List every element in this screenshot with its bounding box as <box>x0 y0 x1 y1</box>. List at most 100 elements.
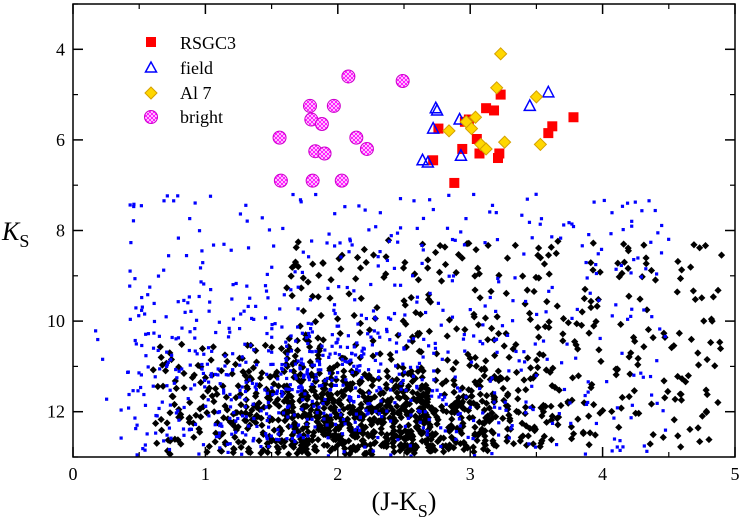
background-blue-point <box>410 274 415 278</box>
background-diamond-point <box>620 240 628 248</box>
background-blue-point <box>511 299 515 303</box>
background-blue-point <box>571 224 576 229</box>
background-blue-point <box>270 322 274 327</box>
background-diamond-point <box>265 402 273 410</box>
background-diamond-point <box>266 395 274 404</box>
background-diamond-point <box>395 410 403 418</box>
background-diamond-point <box>593 302 601 310</box>
background-diamond-point <box>384 373 392 381</box>
background-diamond-point <box>330 435 338 444</box>
background-diamond-point <box>294 412 302 420</box>
background-blue-point <box>574 356 578 360</box>
background-blue-point <box>254 387 258 392</box>
background-diamond-point <box>287 392 295 401</box>
background-blue-point <box>586 380 590 384</box>
background-diamond-point <box>334 441 342 449</box>
background-diamond-point <box>476 382 484 391</box>
background-diamond-point <box>217 367 225 375</box>
background-blue-point <box>176 409 180 413</box>
background-blue-point <box>260 216 264 220</box>
background-diamond-point <box>153 439 161 447</box>
background-diamond-point <box>612 371 620 379</box>
background-blue-point <box>533 445 538 449</box>
background-diamond-point <box>480 372 488 380</box>
background-blue-point <box>174 337 178 341</box>
background-blue-point <box>182 405 186 410</box>
background-blue-point <box>379 399 383 403</box>
background-blue-point <box>345 345 350 349</box>
background-blue-point <box>273 322 277 326</box>
background-blue-point <box>299 357 304 361</box>
background-diamond-point <box>177 440 185 448</box>
background-blue-point <box>211 243 216 247</box>
background-blue-point <box>395 231 400 235</box>
background-diamond-point <box>458 429 466 438</box>
background-blue-point <box>438 393 443 397</box>
background-blue-point <box>315 359 319 363</box>
background-diamond-point <box>336 329 344 338</box>
background-blue-point <box>639 275 643 279</box>
background-diamond-point <box>500 396 508 405</box>
background-diamond-point <box>625 353 633 361</box>
background-diamond-point <box>419 428 427 436</box>
background-blue-point <box>605 380 609 384</box>
background-blue-point <box>176 236 181 240</box>
background-blue-point <box>415 226 419 231</box>
background-diamond-point <box>535 333 543 341</box>
background-diamond-point <box>442 442 450 450</box>
x-tick-label: 3 <box>466 464 475 484</box>
background-blue-point <box>259 409 263 413</box>
background-blue-point <box>334 341 338 345</box>
background-blue-point <box>195 352 199 356</box>
background-diamond-point <box>318 427 326 435</box>
background-diamond-point <box>540 432 548 440</box>
background-blue-point <box>167 254 171 258</box>
background-blue-point <box>296 359 300 363</box>
background-blue-point <box>135 423 139 427</box>
background-diamond-point <box>226 418 235 426</box>
background-diamond-point <box>292 243 300 252</box>
background-blue-point <box>562 223 566 227</box>
background-blue-point <box>495 238 500 242</box>
background-diamond-point <box>646 440 654 448</box>
background-blue-point <box>330 333 334 337</box>
background-blue-point <box>550 285 554 290</box>
background-diamond-point <box>580 399 588 407</box>
background-diamond-point <box>288 263 296 271</box>
background-diamond-point <box>524 432 532 440</box>
background-diamond-point <box>317 394 325 402</box>
background-blue-point <box>329 413 333 417</box>
background-blue-point <box>254 363 259 367</box>
background-blue-point <box>392 311 397 316</box>
background-diamond-point <box>445 423 453 432</box>
background-diamond-point <box>233 408 241 417</box>
background-diamond-point <box>307 371 315 379</box>
background-blue-point <box>497 280 501 284</box>
background-blue-point <box>353 298 357 302</box>
background-diamond-point <box>440 448 448 456</box>
background-diamond-point <box>687 263 695 271</box>
background-blue-point <box>198 266 203 270</box>
background-diamond-point <box>369 352 377 360</box>
background-diamond-point <box>289 359 298 367</box>
background-blue-point <box>469 360 474 364</box>
background-blue-point <box>478 386 482 391</box>
background-diamond-point <box>158 426 166 434</box>
background-blue-point <box>554 443 559 447</box>
background-blue-point <box>175 376 179 380</box>
background-blue-point <box>205 362 210 366</box>
background-diamond-point <box>629 333 638 342</box>
background-blue-point <box>439 426 443 430</box>
background-blue-point <box>366 332 370 336</box>
background-diamond-point <box>290 443 298 451</box>
background-blue-point <box>280 325 284 329</box>
background-blue-point <box>222 388 226 392</box>
bright-point <box>326 98 341 113</box>
background-diamond-point <box>470 310 478 318</box>
background-diamond-point <box>327 391 335 399</box>
background-blue-point <box>609 232 613 236</box>
background-blue-point <box>524 411 528 415</box>
background-blue-point <box>307 331 311 336</box>
background-blue-point <box>165 350 169 354</box>
background-diamond-point <box>495 376 503 385</box>
